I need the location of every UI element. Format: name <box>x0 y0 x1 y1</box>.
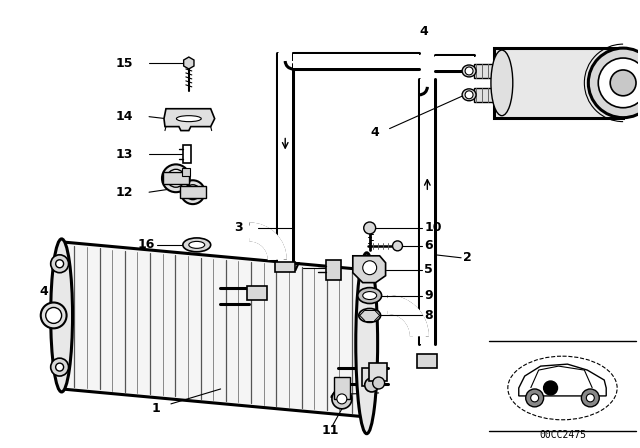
Ellipse shape <box>358 288 381 303</box>
Text: 7: 7 <box>291 261 300 274</box>
Circle shape <box>531 394 539 402</box>
Bar <box>278 53 292 268</box>
Text: 00CC2475: 00CC2475 <box>539 430 586 439</box>
Text: 6: 6 <box>424 239 433 252</box>
Bar <box>248 286 268 300</box>
Text: 10: 10 <box>424 221 442 234</box>
Text: 4: 4 <box>371 126 380 139</box>
Circle shape <box>51 358 68 376</box>
Circle shape <box>41 302 67 328</box>
Text: 9: 9 <box>424 289 433 302</box>
Bar <box>275 262 295 271</box>
Circle shape <box>586 394 595 402</box>
Text: 4: 4 <box>39 285 48 298</box>
Text: 5: 5 <box>424 263 433 276</box>
Ellipse shape <box>189 241 205 248</box>
Ellipse shape <box>177 116 201 122</box>
Polygon shape <box>184 57 194 69</box>
Bar <box>334 377 350 399</box>
Text: 8: 8 <box>424 309 433 322</box>
Text: 12: 12 <box>116 186 133 199</box>
Circle shape <box>465 67 473 75</box>
Circle shape <box>363 261 377 275</box>
Bar <box>362 368 380 386</box>
Ellipse shape <box>462 65 476 77</box>
Circle shape <box>465 91 473 99</box>
Text: 1: 1 <box>152 402 161 415</box>
Circle shape <box>581 389 599 407</box>
Ellipse shape <box>167 169 185 187</box>
Ellipse shape <box>181 180 205 204</box>
Text: 11: 11 <box>321 424 339 437</box>
Ellipse shape <box>162 164 190 192</box>
Ellipse shape <box>363 292 377 300</box>
Ellipse shape <box>51 239 72 392</box>
Circle shape <box>56 363 63 371</box>
Circle shape <box>610 70 636 96</box>
Circle shape <box>365 378 379 392</box>
Text: 2: 2 <box>463 251 472 264</box>
Circle shape <box>598 58 640 108</box>
Circle shape <box>51 255 68 273</box>
Ellipse shape <box>359 309 381 323</box>
Bar <box>182 168 190 177</box>
Circle shape <box>364 222 376 234</box>
Bar <box>420 79 434 344</box>
Bar <box>474 64 496 78</box>
Polygon shape <box>164 109 214 130</box>
Ellipse shape <box>491 50 513 116</box>
Circle shape <box>332 389 352 409</box>
Circle shape <box>45 307 61 323</box>
Polygon shape <box>61 242 365 417</box>
Circle shape <box>372 377 385 389</box>
Bar <box>180 186 205 198</box>
Circle shape <box>392 241 403 251</box>
Ellipse shape <box>588 48 640 118</box>
Bar <box>183 146 191 164</box>
Text: 4: 4 <box>419 25 428 38</box>
Bar <box>474 88 496 102</box>
Bar <box>293 54 419 68</box>
Polygon shape <box>519 364 606 396</box>
Bar <box>494 48 623 118</box>
Text: 16: 16 <box>138 238 155 251</box>
Text: 3: 3 <box>234 221 243 234</box>
Text: 15: 15 <box>116 56 133 69</box>
Ellipse shape <box>462 89 476 101</box>
Text: 4: 4 <box>329 390 338 403</box>
Circle shape <box>525 389 543 407</box>
Circle shape <box>337 394 347 404</box>
Bar <box>417 354 437 368</box>
Ellipse shape <box>186 185 200 200</box>
Bar <box>163 172 189 184</box>
Polygon shape <box>353 256 385 283</box>
Text: 13: 13 <box>116 148 133 161</box>
Bar <box>435 56 474 70</box>
Bar <box>369 363 387 381</box>
Text: 14: 14 <box>116 110 133 123</box>
Bar <box>326 260 341 280</box>
Ellipse shape <box>356 253 378 434</box>
Circle shape <box>56 260 63 268</box>
Circle shape <box>543 381 557 395</box>
Ellipse shape <box>183 238 211 252</box>
